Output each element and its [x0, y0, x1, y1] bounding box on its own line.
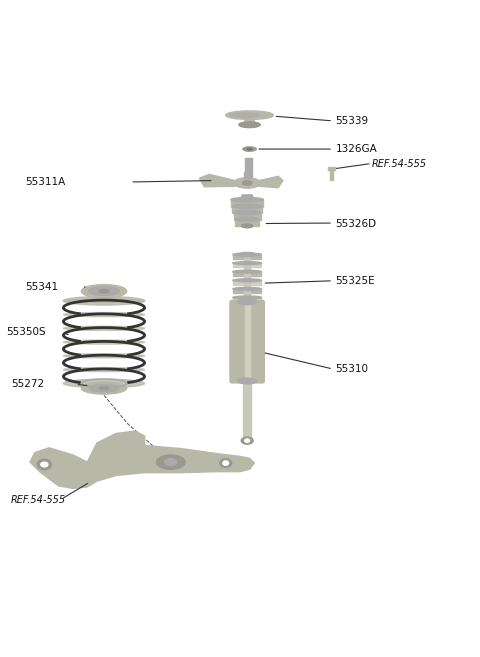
Ellipse shape — [63, 327, 144, 330]
Ellipse shape — [233, 288, 262, 290]
Polygon shape — [233, 272, 262, 276]
Ellipse shape — [63, 367, 144, 372]
Ellipse shape — [247, 148, 252, 150]
Ellipse shape — [239, 252, 255, 257]
Polygon shape — [233, 298, 262, 302]
FancyBboxPatch shape — [230, 300, 264, 383]
Ellipse shape — [81, 284, 127, 298]
Ellipse shape — [230, 113, 259, 118]
Polygon shape — [234, 212, 261, 219]
Ellipse shape — [242, 181, 252, 185]
Ellipse shape — [245, 439, 250, 442]
Text: 55350S: 55350S — [6, 327, 46, 337]
Ellipse shape — [243, 147, 256, 151]
Text: 55341: 55341 — [25, 281, 59, 292]
Ellipse shape — [238, 299, 257, 305]
Ellipse shape — [241, 224, 253, 228]
Ellipse shape — [37, 459, 51, 470]
Ellipse shape — [233, 305, 262, 307]
Ellipse shape — [90, 384, 118, 392]
Ellipse shape — [88, 287, 120, 296]
Polygon shape — [49, 445, 254, 488]
Ellipse shape — [223, 461, 228, 465]
Ellipse shape — [233, 261, 262, 265]
Ellipse shape — [234, 210, 261, 215]
Polygon shape — [244, 115, 255, 125]
Ellipse shape — [63, 354, 144, 358]
Ellipse shape — [231, 198, 264, 202]
Ellipse shape — [233, 279, 262, 282]
Polygon shape — [243, 381, 252, 438]
Polygon shape — [233, 306, 262, 310]
Polygon shape — [233, 263, 262, 267]
Polygon shape — [245, 305, 250, 378]
Polygon shape — [233, 254, 262, 259]
Ellipse shape — [220, 459, 232, 467]
Polygon shape — [330, 170, 333, 179]
Polygon shape — [235, 219, 259, 226]
Polygon shape — [245, 158, 252, 172]
Ellipse shape — [233, 253, 262, 256]
Polygon shape — [240, 195, 254, 200]
Ellipse shape — [238, 378, 257, 384]
Text: 55325E: 55325E — [336, 276, 375, 286]
Ellipse shape — [41, 462, 48, 467]
Ellipse shape — [100, 387, 108, 390]
Polygon shape — [259, 176, 283, 188]
Ellipse shape — [63, 340, 144, 344]
Text: REF.54-555: REF.54-555 — [11, 495, 66, 505]
Polygon shape — [233, 281, 262, 284]
Polygon shape — [233, 315, 262, 319]
Text: REF.54-555: REF.54-555 — [371, 159, 426, 169]
Ellipse shape — [63, 313, 144, 317]
Ellipse shape — [241, 437, 253, 444]
Ellipse shape — [233, 313, 262, 316]
Text: 55311A: 55311A — [25, 177, 65, 187]
Polygon shape — [30, 448, 87, 479]
Polygon shape — [199, 174, 235, 187]
Polygon shape — [232, 206, 262, 213]
Ellipse shape — [165, 459, 177, 466]
Text: 55339: 55339 — [336, 116, 369, 126]
Ellipse shape — [63, 379, 144, 388]
Polygon shape — [87, 431, 144, 462]
Text: 55310: 55310 — [336, 364, 369, 374]
Ellipse shape — [233, 296, 262, 299]
Ellipse shape — [239, 122, 260, 127]
Ellipse shape — [234, 177, 260, 188]
Ellipse shape — [233, 322, 262, 325]
Ellipse shape — [233, 270, 262, 273]
Polygon shape — [244, 254, 251, 300]
Ellipse shape — [99, 290, 109, 293]
Ellipse shape — [235, 217, 259, 221]
Text: 55326D: 55326D — [336, 219, 377, 229]
Polygon shape — [233, 323, 262, 328]
Polygon shape — [244, 172, 251, 177]
Ellipse shape — [240, 330, 254, 333]
Ellipse shape — [232, 204, 262, 208]
Polygon shape — [245, 173, 252, 177]
Text: 1326GA: 1326GA — [336, 144, 377, 154]
Ellipse shape — [226, 111, 274, 120]
Polygon shape — [231, 200, 264, 207]
Ellipse shape — [63, 296, 144, 305]
Ellipse shape — [81, 382, 127, 394]
Text: 55272: 55272 — [11, 379, 44, 390]
Ellipse shape — [156, 455, 185, 469]
Polygon shape — [233, 289, 262, 293]
Polygon shape — [328, 167, 335, 170]
Ellipse shape — [63, 299, 144, 303]
